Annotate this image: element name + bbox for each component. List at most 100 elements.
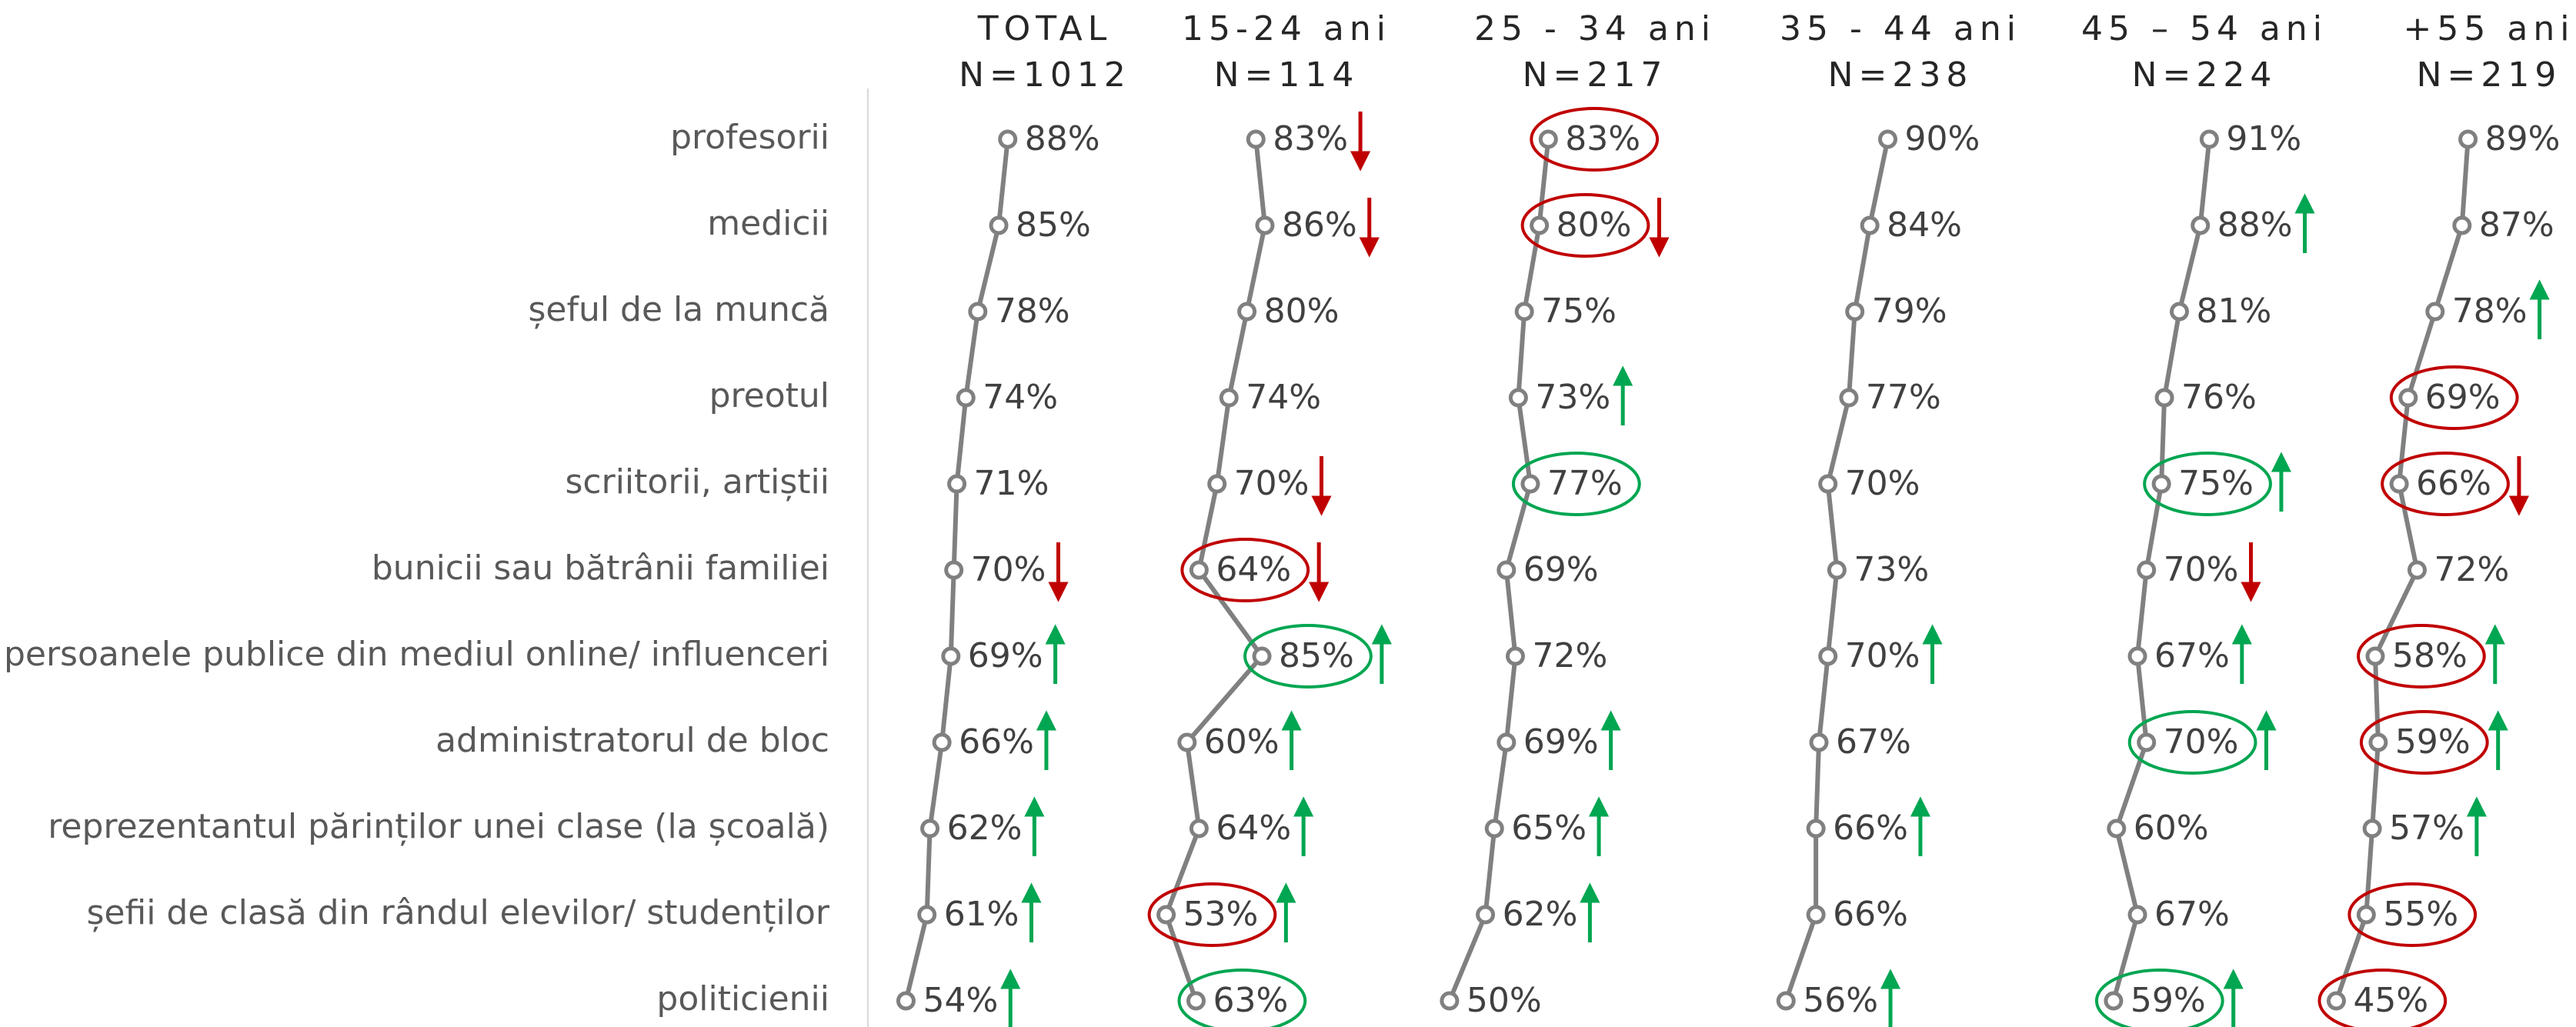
value-label: 85%	[1016, 205, 1091, 245]
value-label: 69%	[1523, 550, 1599, 589]
point	[991, 218, 1006, 233]
point	[1829, 562, 1844, 578]
value-label: 54%	[923, 981, 998, 1020]
trend-arrow	[2274, 456, 2288, 512]
point	[946, 562, 962, 578]
trend-arrow	[2244, 542, 2257, 598]
trend-arrow	[1592, 801, 1606, 856]
trend-arrow	[1604, 715, 1618, 770]
point	[2364, 821, 2380, 836]
value-label: 78%	[995, 292, 1070, 331]
point	[2358, 907, 2374, 922]
trend-arrow	[1583, 887, 1597, 942]
value-label: 74%	[1246, 378, 1321, 417]
value-label: 73%	[1854, 550, 1929, 589]
value-label: 83%	[1565, 119, 1640, 158]
value-label: 66%	[959, 722, 1034, 762]
trend-arrow	[1914, 801, 1927, 856]
value-label: 60%	[2134, 809, 2209, 848]
point	[1159, 907, 1174, 922]
point	[1808, 907, 1824, 922]
trend-arrow	[1027, 801, 1041, 856]
point	[1000, 132, 1016, 147]
value-label: 67%	[1836, 722, 1911, 762]
value-label: 58%	[2392, 636, 2468, 675]
row-label: șefii de clasă din rândul elevilor/ stud…	[87, 893, 830, 932]
trend-arrow	[2259, 715, 2273, 770]
point	[934, 735, 949, 750]
value-label: 59%	[2131, 981, 2206, 1020]
point	[1808, 821, 1824, 836]
value-label: 59%	[2395, 722, 2471, 762]
point	[1254, 649, 1270, 664]
point	[2201, 132, 2217, 147]
point	[1257, 218, 1273, 233]
value-label: 66%	[1833, 895, 1908, 934]
point	[2428, 304, 2443, 319]
value-label: 70%	[971, 550, 1046, 589]
point	[2130, 907, 2145, 922]
point	[1478, 907, 1493, 922]
value-label: 65%	[1511, 809, 1587, 848]
point	[958, 390, 973, 405]
value-label: 67%	[2154, 636, 2230, 675]
value-label: 88%	[2217, 205, 2293, 245]
trend-arrow	[1652, 198, 1666, 253]
value-label: 64%	[1216, 809, 1291, 848]
point	[1499, 735, 1514, 750]
column-header: 45 – 54 ani	[2081, 9, 2327, 48]
point	[970, 304, 986, 319]
row-label: politicienii	[656, 979, 829, 1019]
value-label: 87%	[2479, 205, 2554, 245]
point	[2154, 476, 2169, 492]
column-sample: N=219	[2417, 55, 2562, 95]
value-label: 55%	[2383, 895, 2458, 934]
point	[1499, 562, 1514, 578]
point	[1532, 218, 1547, 233]
point	[1188, 993, 1203, 1009]
value-label: 62%	[1503, 895, 1578, 934]
point	[1191, 821, 1206, 836]
point	[2461, 132, 2476, 147]
value-label: 85%	[1279, 636, 1354, 675]
trend-arrow	[1049, 629, 1063, 684]
value-label: 86%	[1282, 205, 1357, 245]
value-label: 80%	[1264, 292, 1340, 331]
point	[2454, 218, 2470, 233]
point	[2171, 304, 2187, 319]
column-sample: N=238	[1828, 55, 1974, 95]
trend-arrow	[2512, 456, 2526, 512]
value-label: 60%	[1204, 722, 1280, 762]
value-label: 69%	[2425, 378, 2501, 417]
value-label: 45%	[2353, 981, 2428, 1020]
value-label: 71%	[974, 464, 1049, 503]
point	[1778, 993, 1794, 1009]
column-header: +55 ani	[2404, 9, 2575, 48]
point	[2157, 390, 2172, 405]
value-label: 74%	[983, 378, 1058, 417]
point	[1210, 476, 1225, 492]
value-label: 53%	[1183, 895, 1259, 934]
point	[1248, 132, 1263, 147]
trend-arrow	[2491, 715, 2505, 770]
trend-arrow	[2298, 198, 2312, 253]
trend-arrow	[1363, 198, 1376, 253]
row-label: scriitorii, artiștii	[566, 462, 830, 502]
value-label: 70%	[1845, 636, 1920, 675]
value-label: 62%	[947, 809, 1023, 848]
point	[2401, 390, 2416, 405]
row-label: preotul	[709, 376, 829, 415]
point	[1862, 218, 1877, 233]
trend-arrow	[2470, 801, 2484, 856]
trend-arrow	[1024, 887, 1038, 942]
value-label: 66%	[2416, 464, 2491, 503]
point	[919, 907, 935, 922]
point	[1847, 304, 1863, 319]
point	[1811, 735, 1827, 750]
point	[1517, 304, 1532, 319]
value-label: 80%	[1557, 205, 1632, 245]
value-label: 72%	[1532, 636, 1607, 675]
value-label: 75%	[2178, 464, 2254, 503]
value-label: 81%	[2196, 292, 2271, 331]
point	[1221, 390, 1236, 405]
